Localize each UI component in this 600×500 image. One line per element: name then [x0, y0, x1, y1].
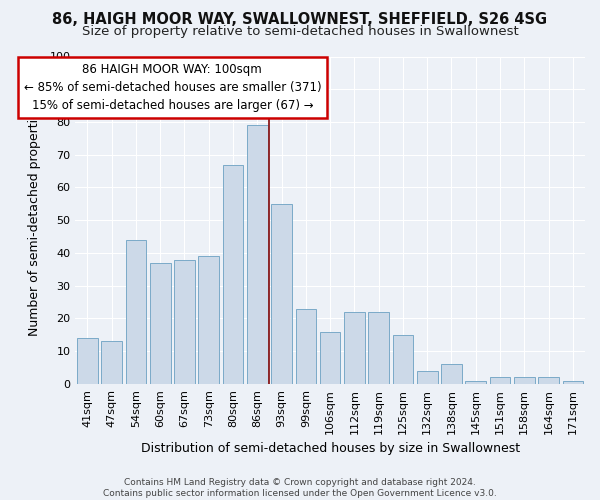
- Bar: [466, 380, 486, 384]
- Text: Contains HM Land Registry data © Crown copyright and database right 2024.
Contai: Contains HM Land Registry data © Crown c…: [103, 478, 497, 498]
- Y-axis label: Number of semi-detached properties: Number of semi-detached properties: [28, 104, 41, 336]
- Text: 86, HAIGH MOOR WAY, SWALLOWNEST, SHEFFIELD, S26 4SG: 86, HAIGH MOOR WAY, SWALLOWNEST, SHEFFIE…: [52, 12, 548, 28]
- Bar: [199, 256, 219, 384]
- Bar: [417, 371, 437, 384]
- Bar: [77, 338, 98, 384]
- Bar: [538, 378, 559, 384]
- X-axis label: Distribution of semi-detached houses by size in Swallownest: Distribution of semi-detached houses by …: [140, 442, 520, 455]
- Bar: [247, 126, 268, 384]
- Bar: [563, 380, 583, 384]
- Bar: [296, 308, 316, 384]
- Bar: [125, 240, 146, 384]
- Bar: [368, 312, 389, 384]
- Bar: [344, 312, 365, 384]
- Bar: [441, 364, 462, 384]
- Bar: [174, 260, 195, 384]
- Text: 86 HAIGH MOOR WAY: 100sqm
← 85% of semi-detached houses are smaller (371)
15% of: 86 HAIGH MOOR WAY: 100sqm ← 85% of semi-…: [23, 63, 321, 112]
- Bar: [514, 378, 535, 384]
- Bar: [320, 332, 340, 384]
- Bar: [101, 342, 122, 384]
- Bar: [271, 204, 292, 384]
- Bar: [490, 378, 511, 384]
- Text: Size of property relative to semi-detached houses in Swallownest: Size of property relative to semi-detach…: [82, 25, 518, 38]
- Bar: [223, 164, 244, 384]
- Bar: [392, 335, 413, 384]
- Bar: [150, 263, 170, 384]
